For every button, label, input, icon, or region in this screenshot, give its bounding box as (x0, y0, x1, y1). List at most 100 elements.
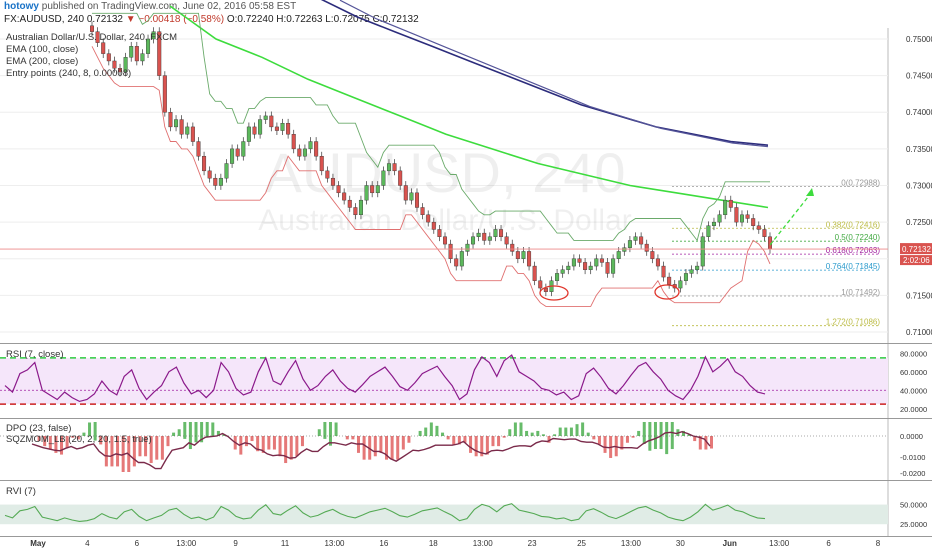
candle (146, 34, 151, 59)
legend-ema100[interactable]: EMA (100, close) (6, 44, 79, 55)
pane-frames (0, 28, 932, 537)
candle (252, 122, 257, 139)
candle-body (325, 170, 330, 179)
candle (207, 166, 212, 183)
candle-body (218, 177, 223, 186)
candle (695, 261, 700, 275)
candle (762, 225, 767, 242)
dpo-bar (160, 436, 164, 460)
dpo-bar (441, 432, 445, 436)
fibonacci-retracement[interactable]: 0(0.72988) 0.382(0.72416) 0.5(0.72240) 0.61… (672, 178, 881, 327)
candle (398, 166, 403, 190)
rsi-pane[interactable]: 80.0000 60.0000 40.0000 20.0000 (0, 349, 927, 414)
candle-body (235, 148, 240, 157)
candle-body (263, 115, 268, 120)
candle (571, 254, 576, 271)
dpo-bar (569, 427, 573, 436)
username-link[interactable]: hotowy (4, 1, 39, 12)
candle-body (353, 207, 358, 216)
candle-body (179, 119, 184, 135)
time-tick-label: 23 (528, 539, 537, 548)
candle-body (633, 236, 638, 241)
fib-level-label: 0.5(0.72240) (835, 233, 881, 242)
candle-body (146, 38, 151, 54)
candle-body (560, 269, 565, 274)
dpo-bar (586, 432, 590, 436)
candle-body (599, 258, 604, 263)
time-axis[interactable]: May 4 6 13:00 9 11 13:00 16 18 13:00 23 25 13:00 30 Ju… (30, 539, 881, 548)
dpo-bar (693, 436, 697, 442)
candle (504, 232, 509, 249)
candle (717, 210, 722, 227)
sqzmom-label[interactable]: SQZMOM_LB (20, 2, 20, 1.5, true) (6, 434, 152, 445)
candle-body (683, 273, 688, 281)
dpo-bar (710, 436, 713, 449)
quote-line: FX:AUDUSD, 240 0.72132 ▼ −0.00418 (−0.58… (4, 14, 419, 25)
candle-body (185, 126, 190, 135)
candle-body (622, 247, 627, 252)
fib-level-label: 0.382(0.72416) (826, 220, 881, 229)
dpo-bar (698, 436, 702, 450)
candle (454, 254, 459, 271)
dpo-bar (200, 422, 204, 443)
candle-body (246, 126, 251, 142)
candle (459, 247, 464, 271)
dpo-bar (704, 436, 708, 450)
candle (319, 151, 324, 176)
fib-level-label: 0.764(0.71845) (826, 262, 881, 271)
candle (650, 247, 655, 264)
watermark: AUDUSD, 240 Australian Dollar/U.S. Dolla… (258, 141, 631, 237)
candle (616, 247, 621, 264)
price-pane[interactable] (89, 0, 773, 307)
dpo-bar (665, 422, 669, 455)
candle-body (577, 258, 582, 263)
candle (381, 166, 386, 190)
candle-body (454, 258, 459, 267)
dpo-label[interactable]: DPO (23, false) (6, 423, 72, 434)
dpo-pane[interactable]: 0.0000 -0.0100 -0.0200 (0, 422, 925, 478)
entry-upper-line (92, 12, 770, 242)
ema200-line (320, 0, 769, 146)
candle (538, 276, 543, 293)
dpo-bar (132, 436, 136, 467)
candle-body (723, 199, 728, 216)
candle-body (667, 276, 672, 285)
candle (213, 173, 218, 190)
rvi-label[interactable]: RVI (7) (6, 486, 36, 497)
candle (644, 239, 649, 256)
legend-title[interactable]: Australian Dollar/U.S. Dollar, 240, FXCM (6, 32, 178, 43)
dpo-bar (373, 436, 377, 457)
candle-body (739, 214, 744, 223)
legend-ema200[interactable]: EMA (200, close) (6, 56, 79, 67)
candle (471, 232, 476, 249)
candle (555, 269, 560, 286)
dpo-bar (267, 436, 271, 450)
candle-body (538, 280, 543, 289)
rsi-tick-label: 80.0000 (900, 349, 927, 358)
legend-entry-points[interactable]: Entry points (240, 8, 0.00008) (6, 68, 132, 79)
rsi-tick-label: 40.0000 (900, 386, 927, 395)
dpo-bar (429, 422, 433, 436)
candle (280, 118, 285, 135)
candle-body (302, 148, 307, 157)
dpo-bar (48, 436, 52, 450)
candle (510, 239, 515, 256)
rvi-pane[interactable]: 50.0000 25.0000 (0, 501, 927, 530)
watermark-symbol: AUDUSD, 240 (264, 141, 625, 204)
dpo-bar (104, 436, 108, 467)
rsi-label[interactable]: RSI (7, close) (6, 349, 64, 360)
time-tick-label: 13:00 (621, 539, 642, 548)
time-tick-label: 9 (233, 539, 238, 548)
candle (756, 221, 761, 234)
candle-body (213, 177, 218, 186)
dpo-bar (323, 422, 327, 439)
dpo-bar (82, 432, 86, 436)
candle-body (459, 251, 464, 267)
symbol-label[interactable]: FX:AUDUSD, 240 (4, 14, 85, 25)
dpo-bar (177, 429, 181, 436)
dpo-bar (541, 434, 545, 436)
